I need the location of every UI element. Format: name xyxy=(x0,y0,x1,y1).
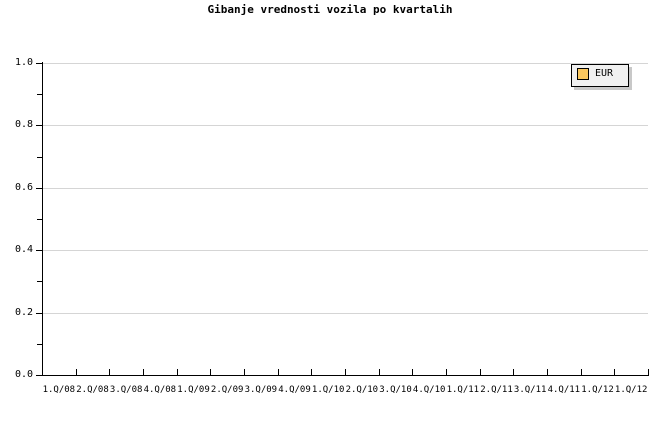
x-axis-tick xyxy=(244,369,245,375)
x-axis-tick xyxy=(412,369,413,375)
x-axis-label: 1.Q/11 xyxy=(446,385,480,395)
y-axis-tick-minor xyxy=(37,156,42,158)
x-axis-tick xyxy=(76,369,77,375)
x-axis-label: 4.Q/11 xyxy=(547,385,581,395)
x-axis-tick xyxy=(210,369,211,375)
gridline xyxy=(42,125,648,127)
x-axis-label: 2.Q/11 xyxy=(480,385,513,395)
legend[interactable]: EUR xyxy=(571,64,629,87)
x-axis-label: 3.Q/09 xyxy=(244,385,278,395)
y-axis-tick-minor xyxy=(37,343,42,345)
legend-entry-eur[interactable]: EUR xyxy=(577,68,613,80)
y-axis-tick-major xyxy=(36,125,42,127)
x-axis-tick xyxy=(513,369,514,375)
x-axis-tick xyxy=(345,369,346,375)
y-axis-tick-minor xyxy=(37,219,42,220)
y-axis-label: 0.0 xyxy=(14,369,33,380)
x-axis-label: 1.Q/10 xyxy=(311,385,345,395)
y-axis-label: 0.6 xyxy=(14,181,33,193)
legend-swatch-icon xyxy=(577,68,589,80)
y-axis-label: 0.8 xyxy=(14,119,33,131)
gridline xyxy=(42,63,648,64)
plot-area xyxy=(42,63,648,376)
y-axis-line xyxy=(42,62,43,376)
x-axis-label: 3.Q/08 xyxy=(109,385,143,395)
x-axis-tick xyxy=(143,369,144,375)
x-axis-label: 1.Q/12 xyxy=(581,385,614,395)
x-axis-label: 4.Q/10 xyxy=(412,385,446,395)
x-axis-tick xyxy=(581,369,582,375)
x-axis-tick xyxy=(480,369,481,375)
x-axis-label: 1.Q/09 xyxy=(177,385,210,395)
x-axis-label: 4.Q/09 xyxy=(278,385,311,395)
x-axis-label: 4.Q/08 xyxy=(143,385,177,395)
x-axis-label: 3.Q/10 xyxy=(379,385,412,395)
y-axis-tick-major xyxy=(36,187,42,189)
x-axis-label: 2.Q/10 xyxy=(345,385,379,395)
y-axis-tick-major xyxy=(36,375,42,376)
x-axis-tick xyxy=(278,369,279,375)
x-axis-tick xyxy=(311,369,312,375)
chart-title: Gibanje vrednosti vozila po kvartalih xyxy=(207,3,453,16)
x-axis-tick xyxy=(648,369,649,375)
x-axis-tick xyxy=(547,369,548,375)
y-axis-tick-minor xyxy=(37,94,42,96)
x-axis-label: 2.Q/09 xyxy=(210,385,244,395)
y-axis-tick-major xyxy=(36,63,42,64)
x-axis-label: 3.Q/11 xyxy=(513,385,547,395)
y-axis-tick-major xyxy=(36,250,42,252)
x-axis-tick xyxy=(446,369,447,375)
y-axis-label: 0.2 xyxy=(14,306,33,318)
y-axis-label: 0.4 xyxy=(14,244,33,256)
x-axis-label: 1.Q/08 xyxy=(42,385,76,395)
x-axis-line xyxy=(42,375,649,376)
legend-label: EUR xyxy=(595,68,614,79)
x-axis-tick xyxy=(42,369,43,375)
x-axis-label: 2.Q/08 xyxy=(76,385,109,395)
x-axis-tick xyxy=(177,369,178,375)
gridline xyxy=(42,312,648,314)
x-axis-label: 1.Q/12 xyxy=(614,385,648,395)
x-axis-tick xyxy=(379,369,380,375)
y-axis-tick-major xyxy=(36,312,42,314)
y-axis-tick-minor xyxy=(37,281,42,283)
x-axis-tick xyxy=(614,369,615,375)
y-axis-label: 1.0 xyxy=(14,57,33,68)
gridline xyxy=(42,250,648,252)
gridline xyxy=(42,187,648,189)
x-axis-tick xyxy=(109,369,110,375)
